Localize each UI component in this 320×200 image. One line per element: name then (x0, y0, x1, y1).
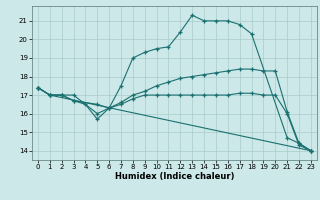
X-axis label: Humidex (Indice chaleur): Humidex (Indice chaleur) (115, 172, 234, 181)
